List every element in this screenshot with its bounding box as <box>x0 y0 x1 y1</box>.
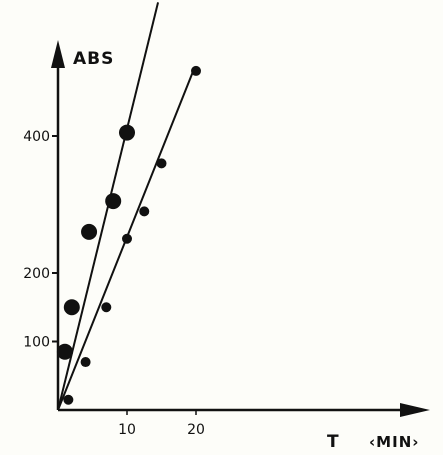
data-point-series-1 <box>119 124 135 141</box>
data-point-series-1 <box>56 343 73 360</box>
data-point-series-2 <box>63 394 74 405</box>
data-point-series-2 <box>139 206 150 217</box>
tick-group: 100 200 400 10 20 <box>23 129 205 438</box>
x-axis-unit: ‹MIN› <box>369 433 419 451</box>
data-point-series-1 <box>105 193 122 210</box>
y-tick-label: 400 <box>23 129 50 145</box>
data-points <box>56 65 201 405</box>
data-point-series-2 <box>191 65 201 76</box>
axes <box>51 40 430 417</box>
y-axis-title: ABS <box>73 49 114 69</box>
data-point-series-2 <box>101 302 112 313</box>
data-point-series-2 <box>80 357 91 368</box>
x-axis-title: T <box>327 432 340 452</box>
x-tick-label: 10 <box>118 422 136 438</box>
y-tick-label: 100 <box>23 335 50 351</box>
x-tick-label: 20 <box>187 422 205 438</box>
data-point-series-1 <box>81 223 98 240</box>
x-axis-arrow <box>400 403 430 417</box>
y-tick-label: 200 <box>23 266 50 282</box>
data-point-series-2 <box>122 233 132 244</box>
data-point-series-2 <box>156 158 167 169</box>
data-point-series-1 <box>63 299 80 316</box>
y-axis-arrow <box>51 40 65 68</box>
